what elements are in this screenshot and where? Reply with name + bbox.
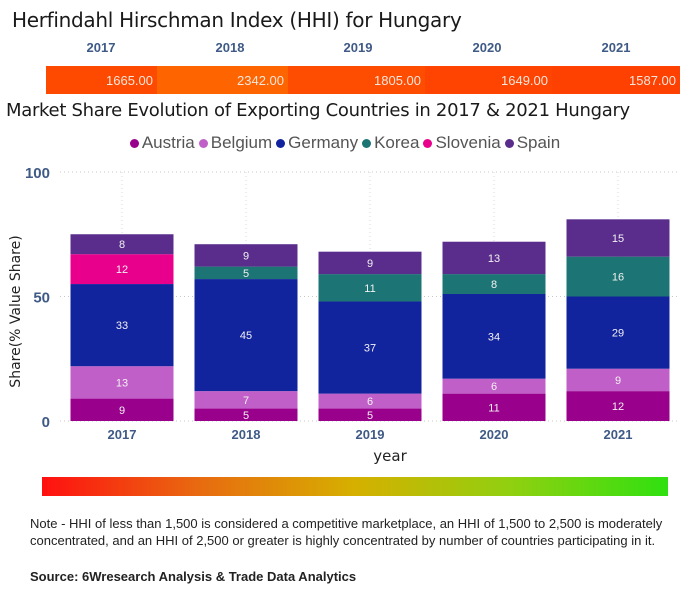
chart-legend: Austria Belgium Germany Korea Slovenia Spain — [0, 133, 690, 153]
data-label: 5 — [367, 410, 373, 422]
legend-dot-icon — [276, 138, 286, 148]
legend-dot-icon — [423, 138, 433, 148]
hhi-color-scale-bar — [42, 477, 668, 496]
data-label: 9 — [119, 405, 125, 417]
hhi-value-cell: 1587.00 — [552, 66, 680, 94]
legend-dot-icon — [362, 138, 372, 148]
x-tick-label: 2019 — [356, 427, 385, 442]
bar-segment-spain-2019[interactable] — [318, 251, 422, 275]
bar-segment-korea-2021[interactable] — [566, 256, 670, 297]
x-tick-label: 2021 — [604, 427, 633, 442]
data-label: 29 — [612, 328, 624, 340]
hhi-note: Note - HHI of less than 1,500 is conside… — [30, 516, 663, 548]
bar-segment-austria-2021[interactable] — [566, 391, 670, 421]
bar-segment-germany-2020[interactable] — [442, 294, 546, 379]
legend-dot-icon — [129, 138, 139, 148]
bar-segment-belgium-2019[interactable] — [318, 393, 422, 409]
data-label: 9 — [367, 258, 373, 270]
legend-label: Belgium — [210, 133, 273, 152]
bar-segment-korea-2020[interactable] — [442, 274, 546, 295]
chart-title: Market Share Evolution of Exporting Coun… — [6, 100, 630, 121]
bar-segment-belgium-2020[interactable] — [442, 378, 546, 394]
bar-segment-austria-2019[interactable] — [318, 408, 422, 421]
data-label: 9 — [615, 375, 621, 387]
legend-label: Austria — [141, 133, 195, 152]
y-tick-label: 0 — [42, 414, 50, 431]
hhi-year-header: 2020 — [472, 40, 502, 55]
data-label: 11 — [364, 283, 375, 295]
bar-segment-spain-2018[interactable] — [194, 244, 298, 267]
bar-segment-belgium-2017[interactable] — [70, 366, 174, 399]
y-tick-label: 50 — [33, 290, 50, 307]
data-label: 15 — [612, 233, 624, 245]
bar-segment-germany-2018[interactable] — [194, 279, 298, 392]
bar-segment-spain-2020[interactable] — [442, 241, 546, 275]
bar-segment-austria-2020[interactable] — [442, 393, 546, 421]
bar-segment-germany-2017[interactable] — [70, 284, 174, 367]
data-label: 9 — [243, 250, 249, 262]
bar-segment-korea-2018[interactable] — [194, 266, 298, 280]
x-tick-label: 2018 — [232, 427, 261, 442]
data-label: 11 — [488, 402, 499, 414]
legend-item-spain[interactable]: Spain — [504, 133, 561, 153]
data-label: 16 — [612, 272, 624, 284]
legend-dot-icon — [504, 138, 514, 148]
legend-label: Spain — [516, 133, 561, 152]
bar-segment-austria-2018[interactable] — [194, 408, 298, 421]
hhi-value-cell: 2342.00 — [157, 66, 288, 94]
bar-segment-slovenia-2017[interactable] — [70, 254, 174, 285]
data-label: 8 — [491, 279, 497, 291]
x-tick-label: 2020 — [480, 427, 509, 442]
data-label: 7 — [243, 395, 249, 407]
data-label: 5 — [243, 268, 249, 280]
x-tick-label: 2017 — [108, 427, 137, 442]
y-tick-label: 100 — [25, 165, 50, 182]
hhi-year-header: 2018 — [215, 40, 245, 55]
legend-label: Slovenia — [435, 133, 501, 152]
data-label: 34 — [488, 331, 500, 343]
data-label: 13 — [488, 253, 500, 265]
data-label: 33 — [116, 320, 128, 332]
legend-item-korea[interactable]: Korea — [362, 133, 419, 153]
bar-segment-belgium-2021[interactable] — [566, 368, 670, 392]
hhi-value-cell: 1805.00 — [288, 66, 425, 94]
data-label: 6 — [367, 396, 373, 408]
legend-label: Korea — [374, 133, 420, 152]
bar-segment-germany-2021[interactable] — [566, 296, 670, 369]
data-label: 13 — [116, 377, 128, 389]
hhi-value-cell: 1665.00 — [46, 66, 157, 94]
y-axis-title: Share(% Value Share) — [8, 235, 24, 387]
data-label: 37 — [364, 343, 376, 355]
bar-segment-spain-2017[interactable] — [70, 234, 174, 255]
bar-segment-austria-2017[interactable] — [70, 398, 174, 421]
data-label: 45 — [240, 330, 252, 342]
bar-segment-belgium-2018[interactable] — [194, 391, 298, 409]
bar-segment-korea-2019[interactable] — [318, 274, 422, 302]
legend-dot-icon — [198, 138, 208, 148]
hhi-value-cell: 1649.00 — [425, 66, 552, 94]
x-axis-title: year — [373, 447, 407, 465]
hhi-year-header: 2019 — [343, 40, 373, 55]
bar-segment-spain-2021[interactable] — [566, 219, 670, 257]
data-label: 12 — [116, 264, 128, 276]
legend-label: Germany — [288, 133, 359, 152]
hhi-year-header: 2021 — [601, 40, 631, 55]
hhi-year-header: 2017 — [86, 40, 116, 55]
legend-item-germany[interactable]: Germany — [276, 133, 358, 153]
legend-item-belgium[interactable]: Belgium — [198, 133, 273, 153]
data-label: 5 — [243, 410, 249, 422]
legend-item-slovenia[interactable]: Slovenia — [423, 133, 501, 153]
source-credit: Source: 6Wresearch Analysis & Trade Data… — [30, 569, 357, 584]
legend-item-austria[interactable]: Austria — [129, 133, 195, 153]
data-label: 6 — [491, 381, 497, 393]
hhi-value-band: 1665.00 2342.00 1805.00 1649.00 1587.00 — [46, 66, 680, 94]
hhi-title: Herfindahl Hirschman Index (HHI) for Hun… — [12, 8, 462, 32]
data-label: 12 — [612, 401, 624, 413]
bar-segment-germany-2019[interactable] — [318, 301, 422, 394]
data-label: 8 — [119, 239, 125, 251]
stacked-bar-chart: 0 50 100 9 13 33 12 8 2017 5 7 45 5 9 2018 5 6 37 11 9 2019 1… — [8, 165, 680, 465]
